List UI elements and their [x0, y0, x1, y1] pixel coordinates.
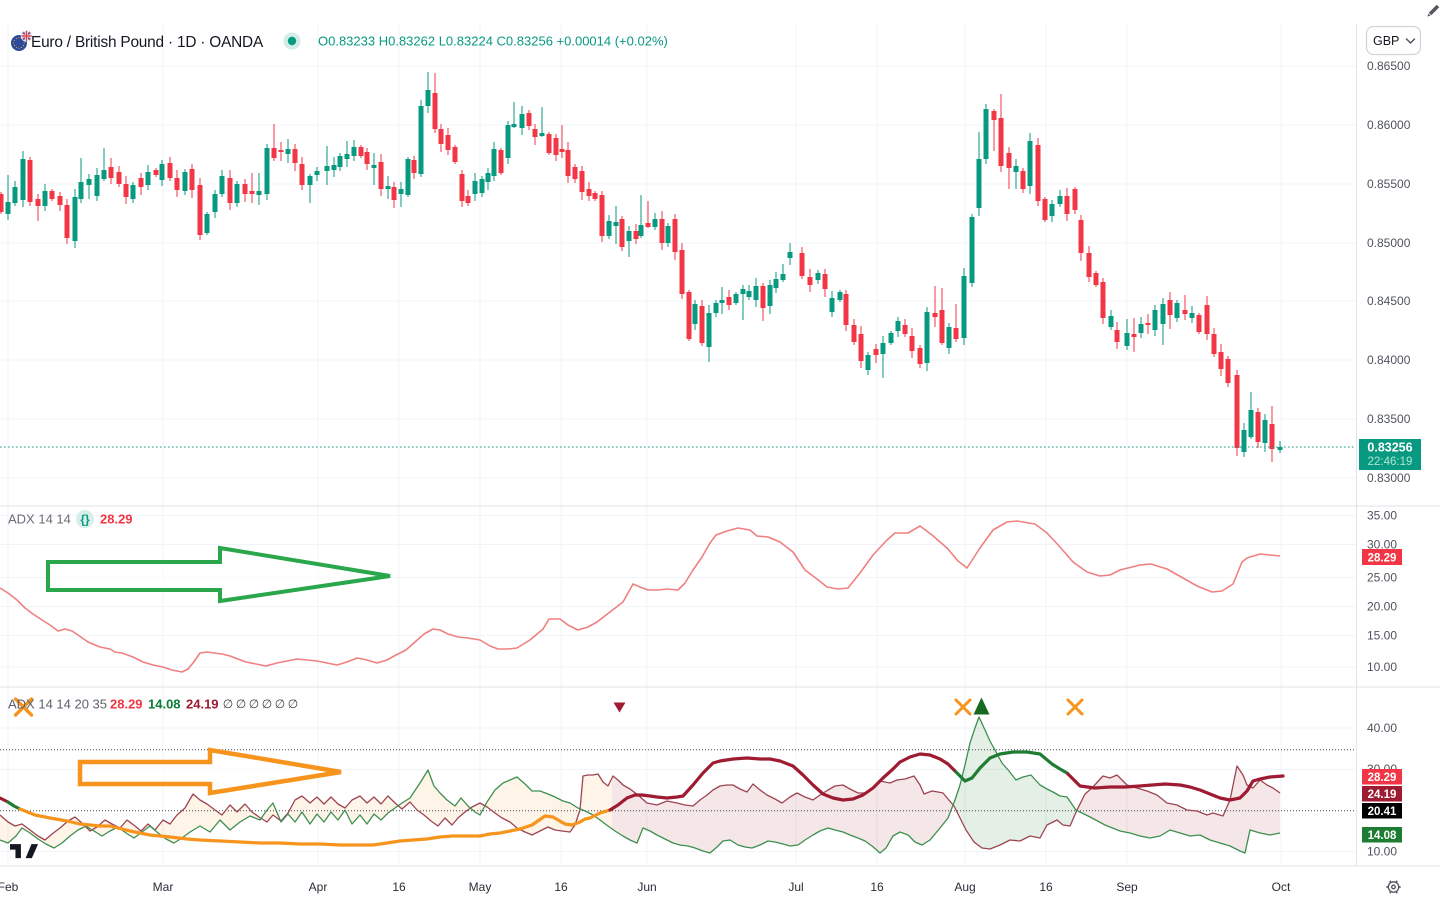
svg-text:Jun: Jun: [637, 880, 656, 894]
svg-text:16: 16: [392, 880, 406, 894]
svg-text:35.00: 35.00: [1367, 509, 1397, 523]
svg-text:16: 16: [870, 880, 884, 894]
svg-text:ADX 14 14: ADX 14 14: [8, 512, 71, 527]
svg-text:28.29: 28.29: [100, 512, 133, 527]
svg-text:15.00: 15.00: [1367, 629, 1397, 643]
svg-text:25.00: 25.00: [1367, 571, 1397, 585]
svg-text:16: 16: [1039, 880, 1053, 894]
svg-text:∅: ∅: [262, 697, 272, 711]
svg-text:30.00: 30.00: [1367, 538, 1397, 552]
svg-text:40.00: 40.00: [1367, 721, 1397, 735]
svg-text:Apr: Apr: [309, 880, 328, 894]
svg-text:∅: ∅: [249, 697, 259, 711]
svg-text:10.00: 10.00: [1367, 660, 1397, 674]
svg-text:0.86000: 0.86000: [1367, 118, 1411, 132]
svg-text:10.00: 10.00: [1367, 845, 1397, 859]
svg-text:14.08: 14.08: [1368, 830, 1397, 842]
svg-text:28.29: 28.29: [110, 697, 143, 712]
svg-text:0.84500: 0.84500: [1367, 294, 1411, 308]
svg-text:0.86500: 0.86500: [1367, 59, 1411, 73]
svg-text:GBP: GBP: [1373, 34, 1399, 48]
svg-text:Jul: Jul: [788, 880, 803, 894]
svg-text:0.84000: 0.84000: [1367, 353, 1411, 367]
svg-text:ADX 14 14 20 35: ADX 14 14 20 35: [8, 697, 107, 712]
svg-text:16: 16: [554, 880, 568, 894]
svg-text:20.41: 20.41: [1368, 806, 1397, 818]
svg-text:Oct: Oct: [1272, 880, 1291, 894]
svg-text:0.85000: 0.85000: [1367, 236, 1411, 250]
svg-text:∅: ∅: [223, 697, 233, 711]
svg-text:24.19: 24.19: [1368, 789, 1397, 801]
svg-text:O0.83233 H0.83262 L0.83224: O0.83233 H0.83262 L0.83224 C0.83256 +0.0…: [318, 34, 668, 49]
svg-text:28.29: 28.29: [1368, 553, 1397, 565]
svg-text:22:46:19: 22:46:19: [1368, 456, 1413, 468]
svg-text:28.29: 28.29: [1368, 772, 1397, 784]
svg-text:Feb: Feb: [0, 880, 19, 894]
svg-text:Mar: Mar: [153, 880, 174, 894]
svg-text:∅: ∅: [236, 697, 246, 711]
svg-text:0.85500: 0.85500: [1367, 177, 1411, 191]
svg-text:May: May: [469, 880, 492, 894]
svg-text:24.19: 24.19: [186, 697, 219, 712]
svg-text:∅: ∅: [288, 697, 298, 711]
svg-text:Euro / British Pound · 1D · OA: Euro / British Pound · 1D · OANDA: [31, 34, 264, 51]
svg-text:0.83000: 0.83000: [1367, 471, 1411, 485]
svg-text:0.83256: 0.83256: [1367, 441, 1412, 455]
svg-text:14.08: 14.08: [148, 697, 181, 712]
svg-text:20.00: 20.00: [1367, 600, 1397, 614]
svg-text:{}: {}: [80, 513, 90, 527]
svg-text:Aug: Aug: [954, 880, 975, 894]
svg-text:∅: ∅: [275, 697, 285, 711]
svg-text:Sep: Sep: [1116, 880, 1138, 894]
svg-text:0.83500: 0.83500: [1367, 412, 1411, 426]
